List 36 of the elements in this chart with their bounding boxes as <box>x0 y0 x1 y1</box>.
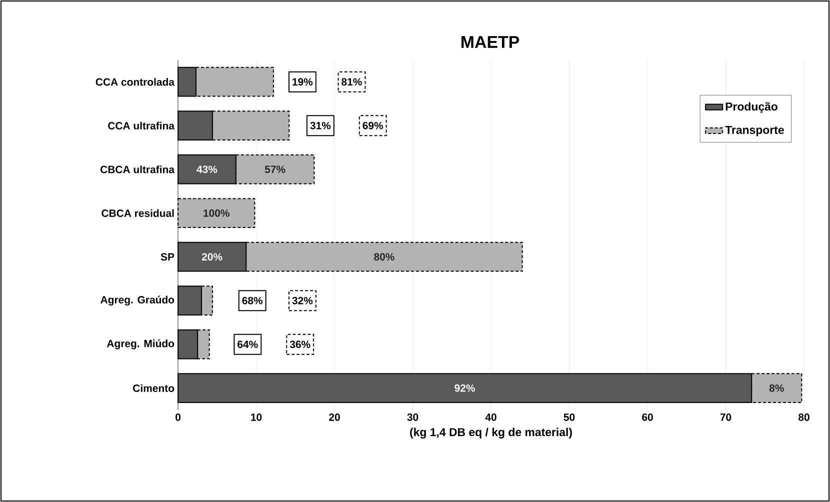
annotation: 81% <box>342 78 362 86</box>
y-tick-label: Agreg. Graúdo <box>100 296 174 306</box>
annotation: 100% <box>204 209 230 217</box>
y-tick-label: CBCA ultrafina <box>100 166 175 174</box>
y-tick-label: CBCA residual <box>102 209 174 217</box>
x-tick-label: 40 <box>485 414 496 421</box>
x-tick-label: 60 <box>642 414 653 421</box>
annotation: 64% <box>238 340 258 348</box>
x-axis-title: (kg 1,4 DB eq / kg de material) <box>410 428 572 438</box>
legend-label: Transporte <box>725 126 784 136</box>
y-tick-label: SP <box>160 253 174 261</box>
y-tick-label: Cimento <box>133 384 174 392</box>
legend-label: Produção <box>726 102 778 113</box>
annotation: 92% <box>454 384 475 392</box>
annotation: 57% <box>264 166 286 174</box>
annotation: 69% <box>362 122 384 130</box>
x-tick-label: 30 <box>407 414 418 421</box>
annotation: 36% <box>290 340 310 348</box>
x-tick-label: 0 <box>176 414 180 421</box>
x-tick-label: 50 <box>564 414 575 421</box>
y-tick-label: Agreg. Miúdo <box>106 339 174 350</box>
annotation: 32% <box>292 296 313 304</box>
annotation: 80% <box>374 253 394 261</box>
chart-title: MAETP <box>462 36 520 48</box>
annotation: 68% <box>242 296 263 304</box>
annotation: 19% <box>292 78 313 86</box>
y-tick-label: CCA ultrafina <box>108 122 175 130</box>
annotation: 31% <box>310 122 331 130</box>
annotation: 20% <box>202 253 222 261</box>
annotation: 43% <box>196 166 218 174</box>
x-tick-label: 20 <box>329 414 340 421</box>
x-tick-label: 10 <box>251 414 262 421</box>
x-tick-label: 80 <box>798 414 810 421</box>
annotation: 8% <box>769 384 784 392</box>
y-tick-label: CCA controlada <box>96 78 175 86</box>
x-tick-label: 70 <box>720 414 732 421</box>
